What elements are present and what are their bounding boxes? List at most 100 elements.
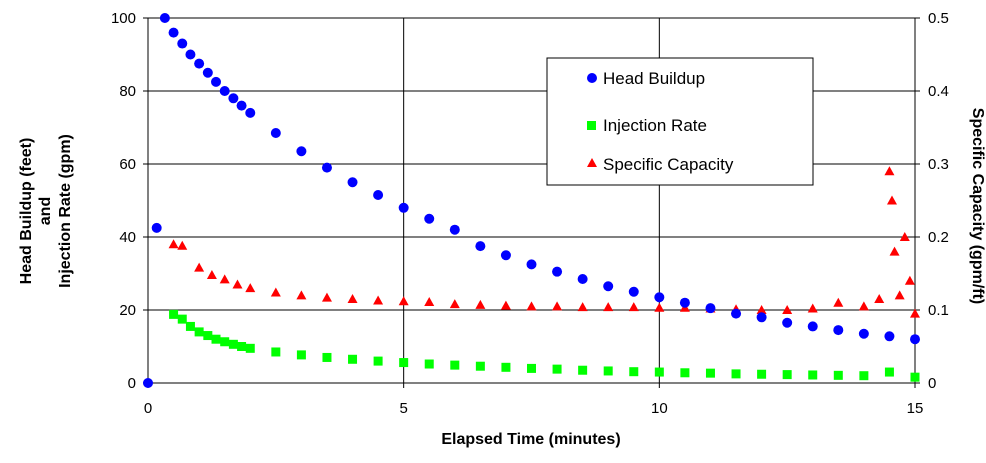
point-specific-capacity [756,305,767,314]
x-tick-label: 10 [651,400,668,417]
point-injection-rate [203,331,213,341]
point-specific-capacity [899,232,910,241]
series-head-buildup [143,13,920,388]
point-head-buildup [552,266,563,277]
point-specific-capacity [245,283,256,293]
point-head-buildup [373,190,384,201]
point-specific-capacity [884,166,895,176]
point-head-buildup [731,308,742,319]
point-specific-capacity [552,301,563,311]
point-head-buildup [424,213,435,224]
point-specific-capacity [168,239,179,249]
point-injection-rate [808,370,818,380]
point-head-buildup [782,317,793,328]
point-head-buildup [884,331,895,342]
point-head-buildup [236,100,247,111]
x-tick-label: 15 [907,400,924,417]
point-specific-capacity [206,269,217,279]
y-right-tick-labels: 0 0.1 0.2 0.3 0.4 0.5 [928,10,949,392]
point-head-buildup [211,76,222,87]
point-head-buildup [577,273,588,284]
point-specific-capacity [398,296,409,306]
point-injection-rate [296,350,306,360]
point-head-buildup [500,250,511,261]
point-injection-rate [194,327,204,337]
point-head-buildup [449,224,460,235]
point-head-buildup [705,303,716,314]
point-head-buildup [159,13,170,23]
point-injection-rate [322,352,332,362]
point-specific-capacity [296,290,307,300]
point-injection-rate [475,361,485,371]
y-left-tick-label: 80 [119,83,136,100]
point-head-buildup [194,58,205,69]
point-head-buildup [347,177,358,188]
y-left-tick-label: 60 [119,156,136,173]
point-injection-rate [782,370,792,380]
legend-marker-head-buildup [587,73,597,83]
y-left-axis-title: Head Buildup (feet) and Injection Rate (… [18,134,74,288]
point-injection-rate [348,354,358,364]
point-head-buildup [202,67,213,78]
point-head-buildup [910,334,920,345]
point-specific-capacity [782,305,793,314]
point-specific-capacity [219,274,230,284]
point-specific-capacity [526,301,537,311]
y-left-tick-label: 100 [111,10,136,27]
point-head-buildup [245,107,256,118]
point-specific-capacity [475,299,486,309]
point-specific-capacity [886,195,897,205]
point-injection-rate [757,369,767,379]
point-injection-rate [450,360,460,370]
legend-marker-specific-capacity [587,158,597,167]
legend: Head Buildup Injection Rate Specific Cap… [546,57,814,186]
point-head-buildup [833,325,844,336]
x-axis-title: Elapsed Time (minutes) [441,431,620,448]
legend-marker-injection-rate [587,121,596,130]
x-tick-label: 5 [399,400,407,417]
y-left-tick-labels: 0 20 40 60 80 100 [111,10,136,392]
point-specific-capacity [654,302,665,312]
point-specific-capacity [807,303,818,313]
point-specific-capacity [373,295,384,305]
y-left-tick-label: 40 [119,229,136,246]
y-left-axis-title-line1: Head Buildup (feet) [18,138,35,285]
point-injection-rate [680,368,690,378]
series-injection-rate [169,309,920,382]
point-injection-rate [552,364,562,374]
y-right-tick-label: 0 [928,375,936,392]
point-specific-capacity [904,275,915,285]
point-specific-capacity [858,301,869,311]
x-tick-labels: 0 5 10 15 [144,400,924,417]
y-right-tick-label: 0.4 [928,83,949,100]
point-specific-capacity [833,297,844,307]
data-marks [143,13,920,388]
y-left-axis-title-line2: and [37,197,54,225]
point-head-buildup [603,281,614,292]
point-injection-rate [424,359,434,369]
point-injection-rate [654,367,664,377]
point-injection-rate [527,363,536,373]
point-injection-rate [501,362,511,372]
point-head-buildup [475,241,486,252]
point-head-buildup [321,162,332,173]
point-injection-rate [399,358,409,368]
y-right-tick-label: 0.2 [928,229,949,246]
legend-label-head-buildup: Head Buildup [603,69,705,88]
series-specific-capacity [168,166,920,318]
point-injection-rate [185,321,195,331]
point-injection-rate [859,371,869,381]
point-specific-capacity [874,294,885,304]
point-head-buildup [296,146,307,157]
point-head-buildup [858,328,869,339]
point-head-buildup [185,49,196,60]
y-right-tick-label: 0.1 [928,302,949,319]
point-head-buildup [807,321,818,332]
point-specific-capacity [910,308,920,318]
y-right-axis-title: Specific Capacity (gpm/ft) [969,108,986,304]
point-head-buildup [177,38,188,49]
point-specific-capacity [603,302,614,312]
point-head-buildup [228,93,239,104]
y-right-tick-label: 0.5 [928,10,949,27]
y-right-tick-label: 0.3 [928,156,949,173]
